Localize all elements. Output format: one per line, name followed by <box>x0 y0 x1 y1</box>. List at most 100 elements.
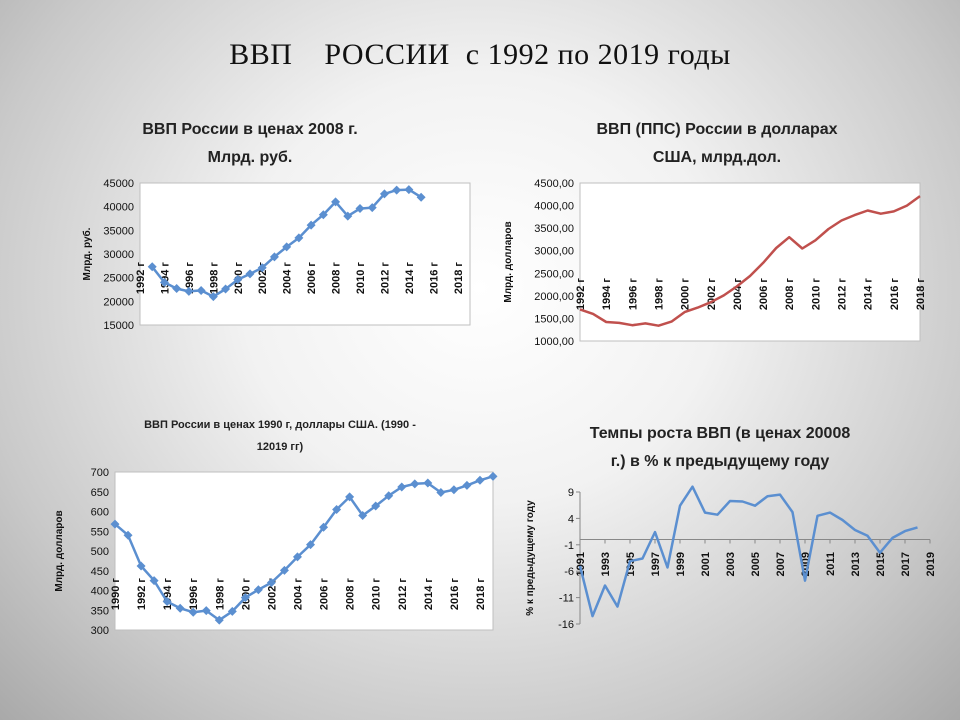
data-point <box>184 286 194 296</box>
y-tick-label: 45000 <box>103 178 134 190</box>
x-tick-label: 2017 <box>900 552 912 576</box>
y-tick-label: 300 <box>91 625 109 637</box>
data-point <box>358 510 368 520</box>
x-tick-label: 1992 г <box>136 578 148 611</box>
y-tick-label: 700 <box>91 467 109 479</box>
data-point <box>208 292 218 302</box>
y-tick-label: 20000 <box>103 296 134 308</box>
chart-title-line: ВВП (ППС) России в долларах <box>596 121 837 138</box>
y-tick-label: 400 <box>91 586 109 598</box>
data-point <box>227 606 237 616</box>
slide-title: ВВП РОССИИ с 1992 по 2019 годы <box>229 38 731 71</box>
x-tick-label: 2014 г <box>863 278 875 311</box>
data-point <box>266 578 276 588</box>
data-point <box>221 284 231 294</box>
chart-title-line: Млрд. руб. <box>208 149 293 166</box>
data-point <box>257 263 267 273</box>
data-point <box>292 552 302 562</box>
data-point <box>318 210 328 220</box>
x-tick-label: 1998 г <box>208 262 220 295</box>
data-point <box>253 585 263 595</box>
y-axis-label: Млрд. долларов <box>503 221 514 302</box>
x-tick-label: 2013 <box>850 552 862 576</box>
y-tick-label: 2500,00 <box>534 268 574 280</box>
x-tick-label: 1994 г <box>601 278 613 311</box>
y-tick-label: 9 <box>568 487 574 499</box>
x-tick-label: 1990 г <box>110 578 122 611</box>
y-tick-label: -11 <box>559 593 574 605</box>
x-tick-label: 2012 г <box>837 278 849 311</box>
y-tick-label: 25000 <box>103 273 134 285</box>
data-point <box>279 565 289 575</box>
y-tick-label: 3000,00 <box>534 246 574 258</box>
y-axis-label: Млрд. долларов <box>54 510 65 591</box>
x-tick-label: 1991 <box>575 552 587 576</box>
y-tick-label: 350 <box>91 605 109 617</box>
data-point <box>123 530 133 540</box>
data-point <box>397 482 407 492</box>
data-point <box>367 203 377 213</box>
y-tick-label: 4 <box>568 513 574 525</box>
x-tick-label: 2000 г <box>680 278 692 311</box>
x-tick-label: 2004 г <box>282 262 294 295</box>
y-tick-label: 600 <box>91 507 109 519</box>
data-point <box>245 269 255 279</box>
data-point <box>162 597 172 607</box>
data-point <box>282 242 292 252</box>
x-tick-label: 2006 г <box>319 578 331 611</box>
x-tick-label: 2012 г <box>379 262 391 295</box>
y-tick-label: -16 <box>558 619 574 631</box>
x-tick-label: 1998 г <box>653 278 665 311</box>
x-tick-label: 2001 <box>700 552 712 576</box>
y-tick-label: 500 <box>91 546 109 558</box>
chart-title-line: ВВП России в ценах 2008 г. <box>142 121 357 138</box>
y-tick-label: 4000,00 <box>534 201 574 213</box>
y-tick-label: 2000,00 <box>534 291 574 303</box>
data-point <box>475 475 485 485</box>
data-point <box>188 607 198 617</box>
data-point <box>449 485 459 495</box>
data-point <box>331 197 341 207</box>
chart-title-line: Темпы роста ВВП (в ценах 20008 <box>590 425 851 442</box>
x-tick-label: 2016 г <box>889 278 901 311</box>
data-point <box>462 480 472 490</box>
y-tick-label: 30000 <box>103 249 134 261</box>
series-line <box>578 485 918 618</box>
x-tick-label: 2015 <box>875 552 887 576</box>
x-tick-label: 2018 г <box>453 262 465 295</box>
x-tick-label: 2016 г <box>449 578 461 611</box>
data-point <box>306 220 316 230</box>
x-tick-label: 2004 г <box>732 278 744 311</box>
data-point <box>404 185 414 195</box>
data-point <box>306 540 316 550</box>
y-axis-label: Млрд. руб. <box>81 227 93 280</box>
data-point <box>371 501 381 511</box>
x-tick-label: 2010 г <box>810 278 822 311</box>
data-point <box>488 471 498 481</box>
data-point <box>269 252 279 262</box>
plot-area <box>139 182 471 326</box>
data-point <box>201 606 211 616</box>
chart-gdp-growth-rate: Темпы роста ВВП (в ценах 20008 г.) в % к … <box>525 425 937 631</box>
x-tick-label: 1996 г <box>184 262 196 295</box>
data-point <box>196 285 206 295</box>
chart-title-line: 12019 гг) <box>257 441 304 453</box>
y-tick-label: -6 <box>564 566 574 578</box>
chart-gdp-ppp-usd: ВВП (ППС) России в долларах США, млрд.дол… <box>503 121 927 348</box>
y-tick-label: 550 <box>91 526 109 538</box>
data-point <box>147 262 157 272</box>
x-tick-label: 1997 <box>650 552 662 576</box>
x-tick-label: 2014 г <box>404 262 416 295</box>
x-tick-label: 1992 г <box>575 278 587 311</box>
data-point <box>149 576 159 586</box>
x-tick-label: 2016 г <box>428 262 440 295</box>
y-tick-label: 3500,00 <box>534 223 574 235</box>
x-tick-label: 1996 г <box>627 278 639 311</box>
y-axis-label: % к предыдущему году <box>525 500 536 616</box>
x-tick-label: 2012 г <box>397 578 409 611</box>
chart-title-line: г.) в % к предыдущему году <box>611 453 830 470</box>
y-tick-label: 1000,00 <box>534 336 574 348</box>
x-tick-label: 1993 <box>600 552 612 576</box>
y-tick-label: 15000 <box>103 320 134 332</box>
y-tick-label: 450 <box>91 566 109 578</box>
